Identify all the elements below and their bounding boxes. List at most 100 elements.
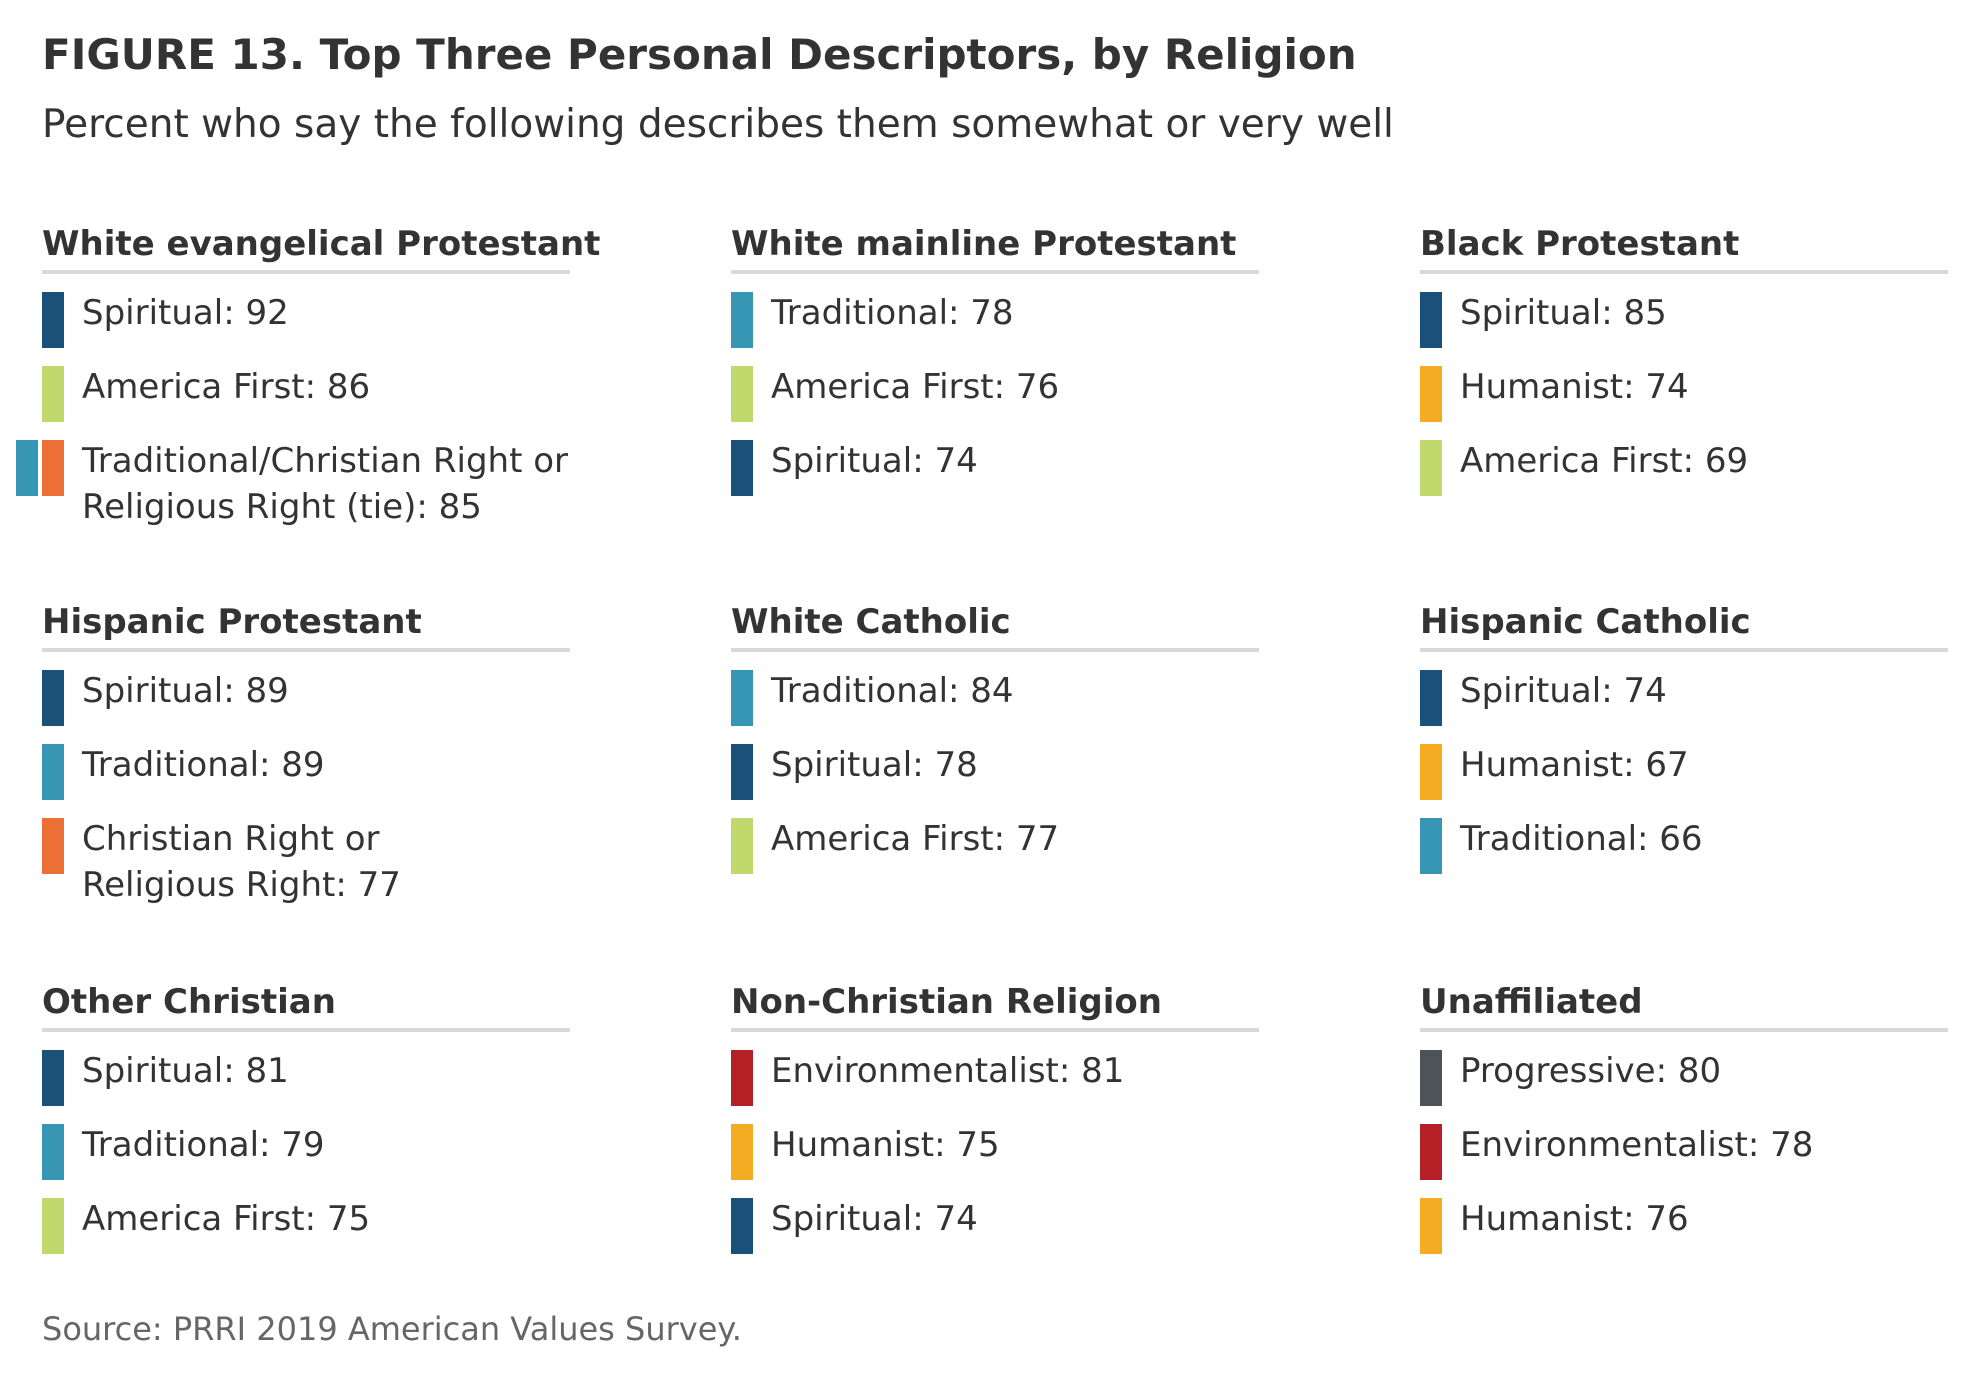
color-swatch bbox=[42, 366, 64, 422]
descriptor-label: America First: 75 bbox=[82, 1199, 371, 1239]
panel-header: Black Protestant bbox=[1420, 218, 1948, 274]
religion-panel: Hispanic Protestant Spiritual: 89 Traditio… bbox=[42, 596, 570, 924]
descriptor-label: America First: 77 bbox=[771, 819, 1060, 859]
figure-title: FIGURE 13. Top Three Personal Descriptor… bbox=[42, 30, 1357, 79]
color-swatch bbox=[1420, 292, 1442, 348]
color-swatch bbox=[42, 292, 64, 348]
color-swatches bbox=[38, 670, 64, 726]
descriptor-item: Spiritual: 74 bbox=[1420, 668, 1948, 726]
descriptor-label: Christian Right or Religious Right: 77 bbox=[82, 819, 401, 905]
color-swatches bbox=[38, 744, 64, 800]
descriptor-list: Spiritual: 85 Humanist: 74 America First: … bbox=[1420, 274, 1948, 496]
descriptor-item: Humanist: 76 bbox=[1420, 1196, 1948, 1254]
descriptor-label: Humanist: 67 bbox=[1460, 745, 1689, 785]
color-swatch bbox=[1420, 366, 1442, 422]
descriptor-item: Traditional: 89 bbox=[42, 742, 570, 800]
descriptor-label: Spiritual: 74 bbox=[771, 441, 978, 481]
color-swatches bbox=[1416, 366, 1442, 422]
descriptor-label: Traditional: 89 bbox=[82, 745, 325, 785]
descriptor-list: Spiritual: 89 Traditional: 89 Christian Ri… bbox=[42, 652, 570, 908]
color-swatches bbox=[727, 670, 753, 726]
color-swatches bbox=[12, 440, 64, 496]
panel-header: Hispanic Catholic bbox=[1420, 596, 1948, 652]
descriptor-list: Spiritual: 74 Humanist: 67 Traditional: 66 bbox=[1420, 652, 1948, 874]
color-swatches bbox=[38, 366, 64, 422]
color-swatches bbox=[1416, 1198, 1442, 1254]
descriptor-label: America First: 86 bbox=[82, 367, 371, 407]
descriptor-item: Traditional: 66 bbox=[1420, 816, 1948, 874]
color-swatch bbox=[1420, 1124, 1442, 1180]
color-swatches bbox=[1416, 440, 1442, 496]
descriptor-list: Traditional: 84 Spiritual: 78 America Firs… bbox=[731, 652, 1259, 874]
descriptor-item: Traditional: 78 bbox=[731, 290, 1259, 348]
descriptor-label: Environmentalist: 81 bbox=[771, 1051, 1125, 1091]
religion-panel: Hispanic Catholic Spiritual: 74 Humanist: … bbox=[1420, 596, 1948, 890]
descriptor-label: Spiritual: 78 bbox=[771, 745, 978, 785]
descriptor-item: America First: 69 bbox=[1420, 438, 1948, 496]
descriptor-item: Spiritual: 92 bbox=[42, 290, 570, 348]
color-swatch bbox=[731, 366, 753, 422]
descriptor-item: Humanist: 74 bbox=[1420, 364, 1948, 422]
color-swatches bbox=[1416, 1124, 1442, 1180]
color-swatch bbox=[731, 1124, 753, 1180]
descriptor-item: Spiritual: 81 bbox=[42, 1048, 570, 1106]
color-swatches bbox=[727, 292, 753, 348]
color-swatch bbox=[1420, 440, 1442, 496]
color-swatch bbox=[1420, 1050, 1442, 1106]
color-swatches bbox=[1416, 744, 1442, 800]
descriptor-list: Traditional: 78 America First: 76 Spiritua… bbox=[731, 274, 1259, 496]
descriptor-label: Humanist: 75 bbox=[771, 1125, 1000, 1165]
color-swatch bbox=[42, 744, 64, 800]
panel-header: Unaffiliated bbox=[1420, 976, 1948, 1032]
descriptor-item: Spiritual: 74 bbox=[731, 1196, 1259, 1254]
panel-header: Other Christian bbox=[42, 976, 570, 1032]
descriptor-label: Spiritual: 85 bbox=[1460, 293, 1667, 333]
color-swatch bbox=[731, 744, 753, 800]
descriptor-item: Environmentalist: 81 bbox=[731, 1048, 1259, 1106]
color-swatch bbox=[1420, 670, 1442, 726]
descriptor-list: Spiritual: 92 America First: 86 Traditiona… bbox=[16, 274, 570, 530]
color-swatch bbox=[42, 1050, 64, 1106]
figure-subtitle: Percent who say the following describes … bbox=[42, 102, 1394, 147]
descriptor-label: America First: 69 bbox=[1460, 441, 1749, 481]
color-swatch bbox=[731, 1198, 753, 1254]
color-swatches bbox=[727, 440, 753, 496]
descriptor-list: Progressive: 80 Environmentalist: 78 Human… bbox=[1420, 1032, 1948, 1254]
descriptor-label: Spiritual: 92 bbox=[82, 293, 289, 333]
descriptor-item: Traditional/Christian Right or Religious… bbox=[16, 438, 570, 530]
descriptor-item: America First: 76 bbox=[731, 364, 1259, 422]
descriptor-item: Traditional: 84 bbox=[731, 668, 1259, 726]
color-swatch bbox=[731, 1050, 753, 1106]
color-swatches bbox=[38, 1198, 64, 1254]
panel-header: White Catholic bbox=[731, 596, 1259, 652]
descriptor-item: Traditional: 79 bbox=[42, 1122, 570, 1180]
descriptor-item: Spiritual: 78 bbox=[731, 742, 1259, 800]
color-swatches bbox=[727, 1198, 753, 1254]
color-swatches bbox=[727, 744, 753, 800]
color-swatches bbox=[38, 818, 64, 874]
descriptor-label: Environmentalist: 78 bbox=[1460, 1125, 1814, 1165]
color-swatches bbox=[38, 1124, 64, 1180]
descriptor-item: Spiritual: 89 bbox=[42, 668, 570, 726]
color-swatches bbox=[1416, 670, 1442, 726]
descriptor-label: America First: 76 bbox=[771, 367, 1060, 407]
descriptor-item: Environmentalist: 78 bbox=[1420, 1122, 1948, 1180]
religion-panel: White evangelical Protestant Spiritual: 9… bbox=[16, 218, 600, 546]
religion-panel: Unaffiliated Progressive: 80 Environmental… bbox=[1420, 976, 1948, 1270]
descriptor-label: Spiritual: 81 bbox=[82, 1051, 289, 1091]
descriptor-label: Traditional/Christian Right or Religious… bbox=[82, 441, 568, 527]
color-swatch bbox=[42, 440, 64, 496]
panel-header: Hispanic Protestant bbox=[42, 596, 570, 652]
descriptor-list: Spiritual: 81 Traditional: 79 America Firs… bbox=[42, 1032, 570, 1254]
religion-panel: Other Christian Spiritual: 81 Traditional:… bbox=[42, 976, 570, 1270]
descriptor-item: Spiritual: 85 bbox=[1420, 290, 1948, 348]
color-swatch bbox=[731, 818, 753, 874]
descriptor-label: Humanist: 76 bbox=[1460, 1199, 1689, 1239]
descriptor-item: Progressive: 80 bbox=[1420, 1048, 1948, 1106]
religion-panel: White mainline Protestant Traditional: 78… bbox=[731, 218, 1259, 512]
descriptor-label: Spiritual: 74 bbox=[771, 1199, 978, 1239]
source-note: Source: PRRI 2019 American Values Survey… bbox=[42, 1310, 742, 1348]
descriptor-label: Spiritual: 74 bbox=[1460, 671, 1667, 711]
descriptor-label: Traditional: 79 bbox=[82, 1125, 325, 1165]
descriptor-label: Progressive: 80 bbox=[1460, 1051, 1722, 1091]
